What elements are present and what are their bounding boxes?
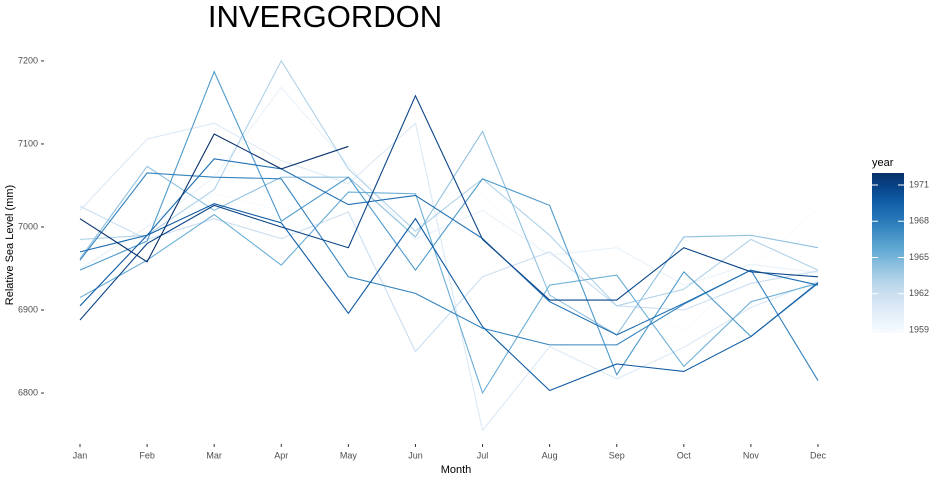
x-tick-label: Jul [477,450,489,460]
x-tick-label: May [340,450,358,460]
legend-title: year [872,157,894,169]
y-axis-title: Relative Sea Level (mm) [4,185,16,305]
x-tick-label: Jan [73,450,88,460]
series-line [79,94,819,321]
series-line [79,133,349,263]
y-tick-label: 7100 [18,138,38,148]
y-tick-label: 7200 [18,55,38,65]
x-tick-label: Mar [206,450,222,460]
x-tick-label: Nov [743,450,760,460]
series-line [79,203,819,392]
series-line [79,158,819,336]
x-tick-label: Jun [408,450,423,460]
x-axis-title: Month [441,464,472,476]
colorbar-label: 1962 [909,288,929,298]
series-line [79,184,819,332]
x-tick-label: Apr [274,450,288,460]
series-line [79,172,819,381]
x-tick-label: Aug [542,450,558,460]
chart-title: INVERGORDON [208,0,442,34]
y-tick-label: 7000 [18,221,38,231]
x-tick-label: Dec [810,450,827,460]
x-tick-label: Sep [609,450,625,460]
y-tick-label: 6800 [18,387,38,397]
colorbar-label: 1968 [909,216,929,226]
series-line [79,191,819,395]
y-tick-label: 6900 [18,304,38,314]
colorbar [872,173,904,333]
series-line [79,59,819,307]
x-tick-label: Feb [139,450,155,460]
series-line [79,130,819,336]
x-tick-label: Oct [677,450,692,460]
colorbar-label: 1959 [909,324,929,334]
series-line [79,70,819,376]
series-line [79,122,819,432]
colorbar-label: 1965 [909,252,929,262]
colorbar-label: 1971 [909,179,929,189]
